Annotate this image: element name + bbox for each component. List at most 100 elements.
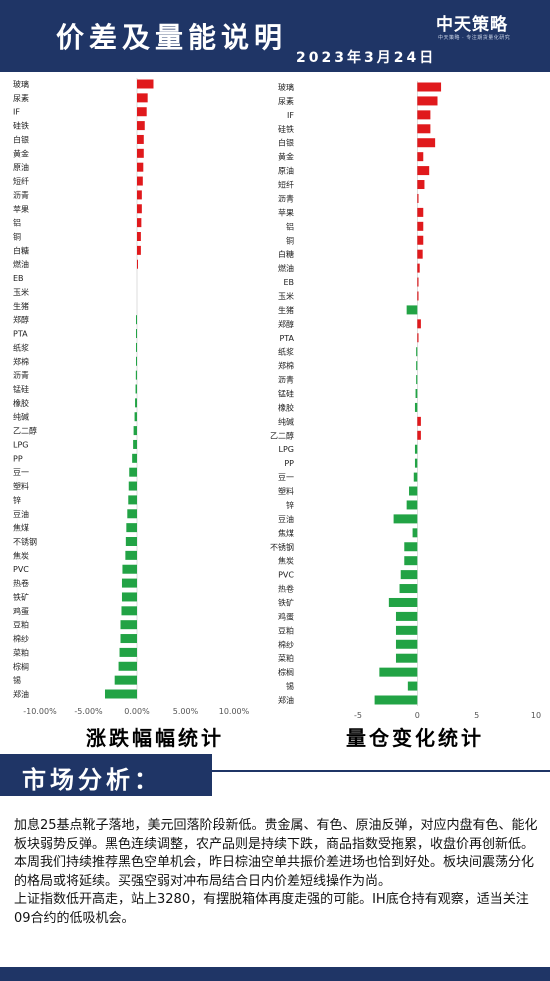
bar-28 xyxy=(129,467,137,477)
bar-35 xyxy=(122,564,137,574)
category-label: 尿素 xyxy=(13,93,29,103)
bar-27 xyxy=(132,453,137,463)
bar-33 xyxy=(404,542,418,552)
category-label: 白银 xyxy=(13,134,29,144)
category-label: 锡 xyxy=(13,676,21,685)
report-date: 2023年3月24日 xyxy=(296,50,437,66)
category-label: 黄金 xyxy=(278,152,294,162)
bar-32 xyxy=(126,523,137,533)
category-label: 锌 xyxy=(286,500,294,510)
category-label: IF xyxy=(13,108,20,117)
bar-24 xyxy=(417,416,421,426)
category-label: PTA xyxy=(279,334,294,343)
brand-tagline: 中天策略 · 专注期货量化研究 xyxy=(438,35,511,41)
bar-37 xyxy=(121,592,137,602)
category-label: 纯碱 xyxy=(13,412,29,422)
bar-31 xyxy=(393,514,418,524)
category-label: 尿素 xyxy=(278,96,294,106)
bar-42 xyxy=(118,661,137,671)
category-label: 玉米 xyxy=(278,291,294,301)
bar-19 xyxy=(416,347,418,357)
x-tick-label: 5.00% xyxy=(173,707,199,716)
category-label: LPG xyxy=(13,440,28,449)
bar-41 xyxy=(395,653,418,663)
x-tick-label: -5.00% xyxy=(74,707,103,716)
category-label: 黄金 xyxy=(13,148,29,158)
bar-3 xyxy=(137,121,145,131)
bar-37 xyxy=(388,597,418,607)
category-label: 棉纱 xyxy=(13,634,29,644)
category-label: 郑醇 xyxy=(278,319,294,329)
bar-21 xyxy=(135,370,137,380)
bar-10 xyxy=(417,221,424,231)
category-label: LPG xyxy=(279,445,294,454)
category-label: 铝 xyxy=(286,221,294,231)
category-label: 棕榈 xyxy=(13,661,29,671)
category-label: 沥青 xyxy=(278,193,294,203)
bar-21 xyxy=(416,375,418,385)
bar-29 xyxy=(128,481,137,491)
bar-13 xyxy=(417,263,420,273)
bar-44 xyxy=(104,689,137,699)
category-label: PP xyxy=(13,454,23,463)
chart-title-price-change: 涨跌幅幅统计 xyxy=(86,726,224,750)
x-tick-label: -5 xyxy=(354,711,362,720)
category-label: 鸡蛋 xyxy=(13,606,29,616)
bar-13 xyxy=(137,259,138,269)
bar-26 xyxy=(133,439,137,449)
bar-17 xyxy=(136,315,137,325)
category-label: 铝 xyxy=(13,218,21,228)
bar-8 xyxy=(137,190,142,200)
bar-39 xyxy=(120,620,137,630)
bar-14 xyxy=(417,277,419,287)
bar-7 xyxy=(137,176,143,186)
bar-22 xyxy=(415,389,418,398)
section-header-bar xyxy=(0,754,212,796)
bar-43 xyxy=(114,675,137,685)
bar-27 xyxy=(414,458,418,468)
bar-3 xyxy=(417,124,431,134)
category-label: 苹果 xyxy=(278,207,294,217)
category-label: 玉米 xyxy=(13,287,29,297)
category-label: 白银 xyxy=(278,138,294,148)
bar-1 xyxy=(417,96,438,106)
category-label: 热卷 xyxy=(13,578,29,588)
category-label: 白糖 xyxy=(278,249,294,259)
category-label: 郑油 xyxy=(13,689,29,699)
category-label: 豆一 xyxy=(278,473,294,482)
category-label: 锰硅 xyxy=(13,384,29,394)
bar-36 xyxy=(399,584,418,594)
bar-6 xyxy=(137,162,144,172)
category-label: 玻璃 xyxy=(13,79,29,89)
market-analysis-text: 加息25基点靴子落地，美元回落阶段新低。贵金属、有色、原油反弹，对应内盘有色、能… xyxy=(14,817,538,928)
bar-38 xyxy=(395,611,418,621)
bar-41 xyxy=(119,647,137,657)
analysis-paragraph-1: 加息25基点靴子落地，美元回落阶段新低。贵金属、有色、原油反弹，对应内盘有色、能… xyxy=(14,818,538,889)
section-title: 市场分析： xyxy=(22,766,162,794)
category-label: 硅铁 xyxy=(278,124,294,134)
category-label: 橡胶 xyxy=(278,402,294,412)
category-label: 燃油 xyxy=(278,263,294,273)
category-label: 焦煤 xyxy=(278,528,294,538)
category-label: 短纤 xyxy=(278,180,294,190)
bar-35 xyxy=(400,570,418,580)
x-tick-label: 10 xyxy=(531,711,541,720)
category-label: 菜粕 xyxy=(278,653,294,663)
x-tick-label: 0 xyxy=(415,711,420,720)
category-label: 短纤 xyxy=(13,176,29,186)
category-label: EB xyxy=(283,278,294,287)
category-label: PVC xyxy=(278,571,294,580)
category-label: 豆油 xyxy=(13,509,29,519)
bar-18 xyxy=(136,329,137,339)
category-label: 沥青 xyxy=(13,190,29,200)
category-label: 锰硅 xyxy=(278,389,294,399)
bar-29 xyxy=(409,486,418,496)
bar-9 xyxy=(417,207,424,217)
bar-30 xyxy=(128,495,137,505)
category-label: 不锈钢 xyxy=(13,537,37,547)
bar-8 xyxy=(417,193,419,203)
bar-30 xyxy=(406,500,418,510)
bar-15 xyxy=(417,291,419,301)
category-label: 生猪 xyxy=(278,305,294,315)
bar-16 xyxy=(406,305,418,315)
